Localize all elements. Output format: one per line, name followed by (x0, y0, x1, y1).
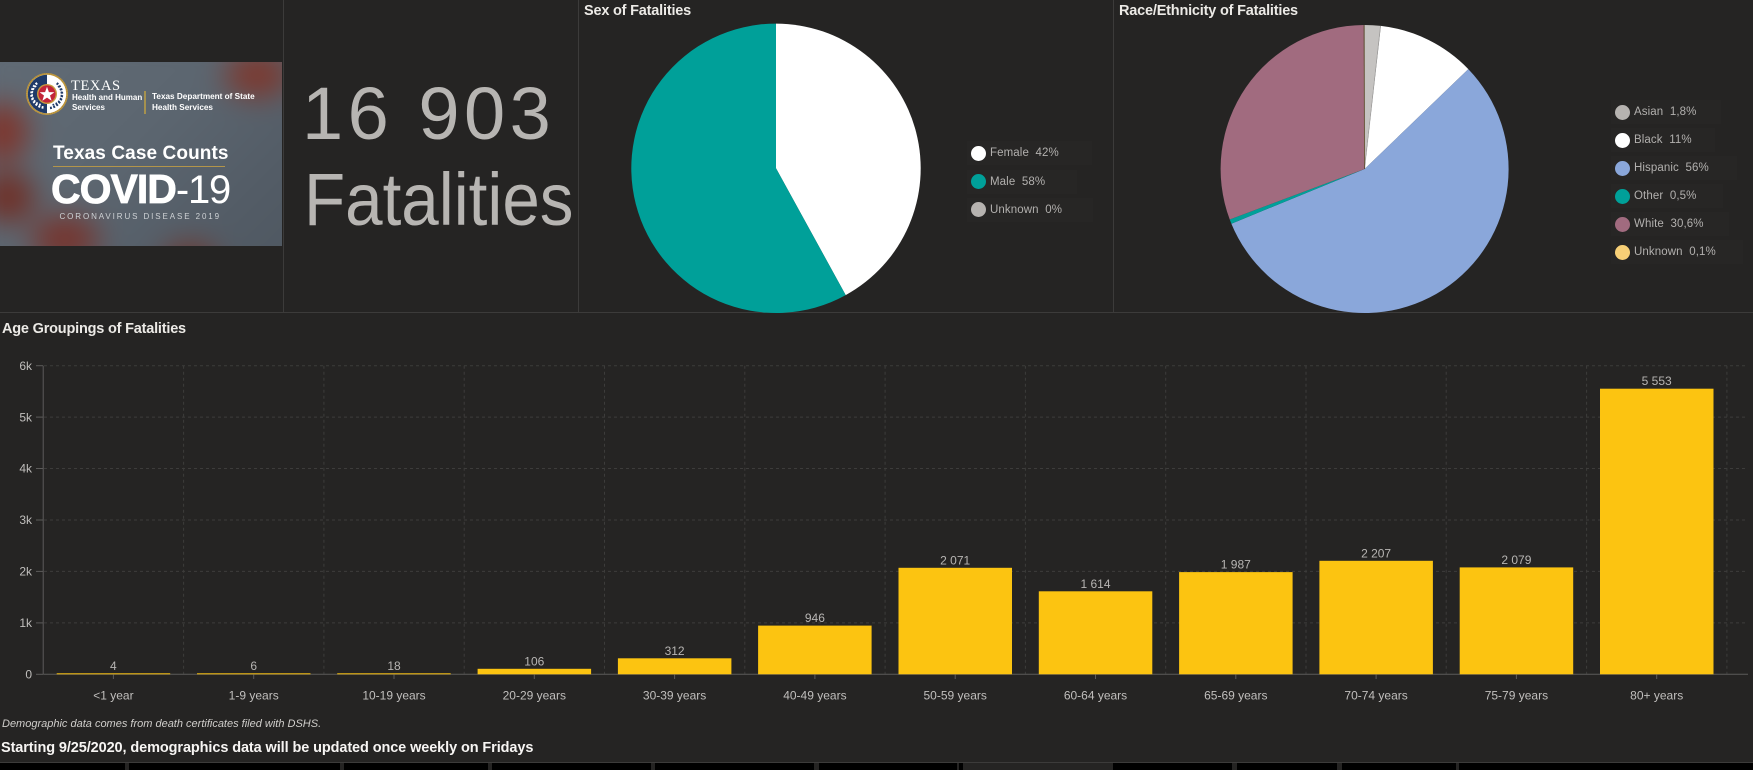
svg-text:6: 6 (250, 659, 257, 673)
svg-text:20-29 years: 20-29 years (503, 689, 566, 703)
svg-text:2k: 2k (19, 565, 33, 579)
svg-text:80+ years: 80+ years (1630, 689, 1683, 703)
svg-text:4: 4 (110, 659, 117, 673)
svg-text:18: 18 (387, 659, 401, 673)
svg-text:60-64 years: 60-64 years (1064, 689, 1127, 703)
svg-text:2 079: 2 079 (1501, 553, 1531, 567)
svg-text:2 071: 2 071 (940, 553, 970, 567)
svg-text:312: 312 (665, 644, 685, 658)
svg-text:1 987: 1 987 (1221, 558, 1251, 572)
svg-text:106: 106 (524, 654, 544, 668)
svg-text:2 207: 2 207 (1361, 546, 1391, 560)
svg-text:75-79 years: 75-79 years (1485, 689, 1548, 703)
svg-text:1-9 years: 1-9 years (229, 689, 279, 703)
svg-text:3k: 3k (19, 513, 33, 527)
svg-text:5k: 5k (19, 410, 33, 424)
svg-text:1k: 1k (19, 616, 33, 630)
svg-text:65-69 years: 65-69 years (1204, 689, 1267, 703)
svg-text:50-59 years: 50-59 years (924, 689, 987, 703)
svg-text:70-74 years: 70-74 years (1344, 689, 1407, 703)
svg-text:0: 0 (25, 668, 32, 682)
svg-text:40-49 years: 40-49 years (783, 689, 846, 703)
svg-text:946: 946 (805, 611, 825, 625)
svg-text:6k: 6k (19, 359, 33, 373)
svg-text:4k: 4k (19, 462, 33, 476)
svg-text:1 614: 1 614 (1080, 577, 1110, 591)
svg-text:<1 year: <1 year (93, 689, 133, 703)
svg-text:30-39 years: 30-39 years (643, 689, 706, 703)
svg-text:5 553: 5 553 (1642, 374, 1672, 388)
svg-text:10-19 years: 10-19 years (362, 689, 425, 703)
